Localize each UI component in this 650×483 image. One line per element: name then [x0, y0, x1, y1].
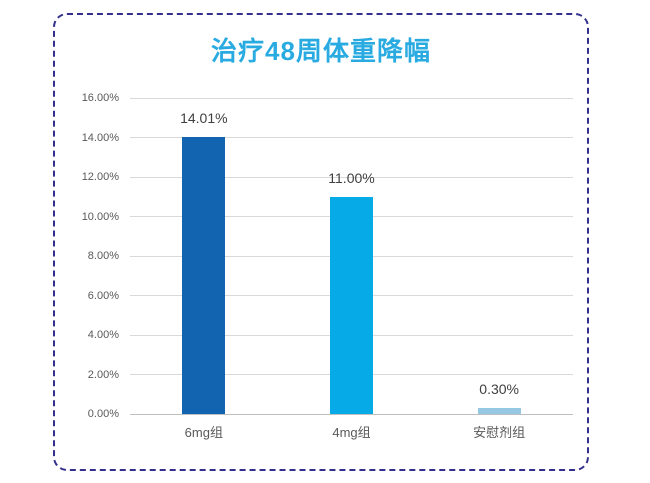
y-tick-label: 16.00%: [81, 92, 119, 104]
data-label-4mg组: 11.00%: [328, 169, 375, 186]
y-tick-label: 6.00%: [87, 289, 119, 302]
x-tick-label-安慰剂组: 安慰剂组: [473, 425, 526, 440]
data-label-6mg组: 14.01%: [180, 110, 228, 127]
y-tick-label: 2.00%: [87, 368, 119, 381]
y-tick-label: 14.00%: [81, 131, 119, 144]
x-tick-label-4mg组: 4mg组: [332, 425, 371, 440]
y-tick-label: 0.00%: [87, 408, 119, 420]
y-tick-label: 10.00%: [81, 210, 119, 223]
dashed-border-frame: [53, 13, 589, 471]
x-tick-label-6mg组: 6mg组: [184, 425, 223, 440]
gridline-14.00%: [130, 137, 573, 138]
bar-4mg组: [330, 196, 373, 414]
y-tick-label: 8.00%: [87, 250, 119, 262]
bar-6mg组: [182, 137, 226, 414]
bar-安慰剂组: [477, 408, 521, 414]
gridline-12.00%: [130, 176, 573, 178]
y-tick-label: 12.00%: [81, 171, 119, 183]
gridline-0.00%: [130, 413, 573, 415]
gridline-16.00%: [130, 97, 573, 99]
y-tick-label: 4.00%: [87, 329, 119, 341]
data-label-安慰剂组: 0.30%: [479, 381, 519, 398]
chart-title: 治疗48周体重降幅: [211, 36, 431, 66]
